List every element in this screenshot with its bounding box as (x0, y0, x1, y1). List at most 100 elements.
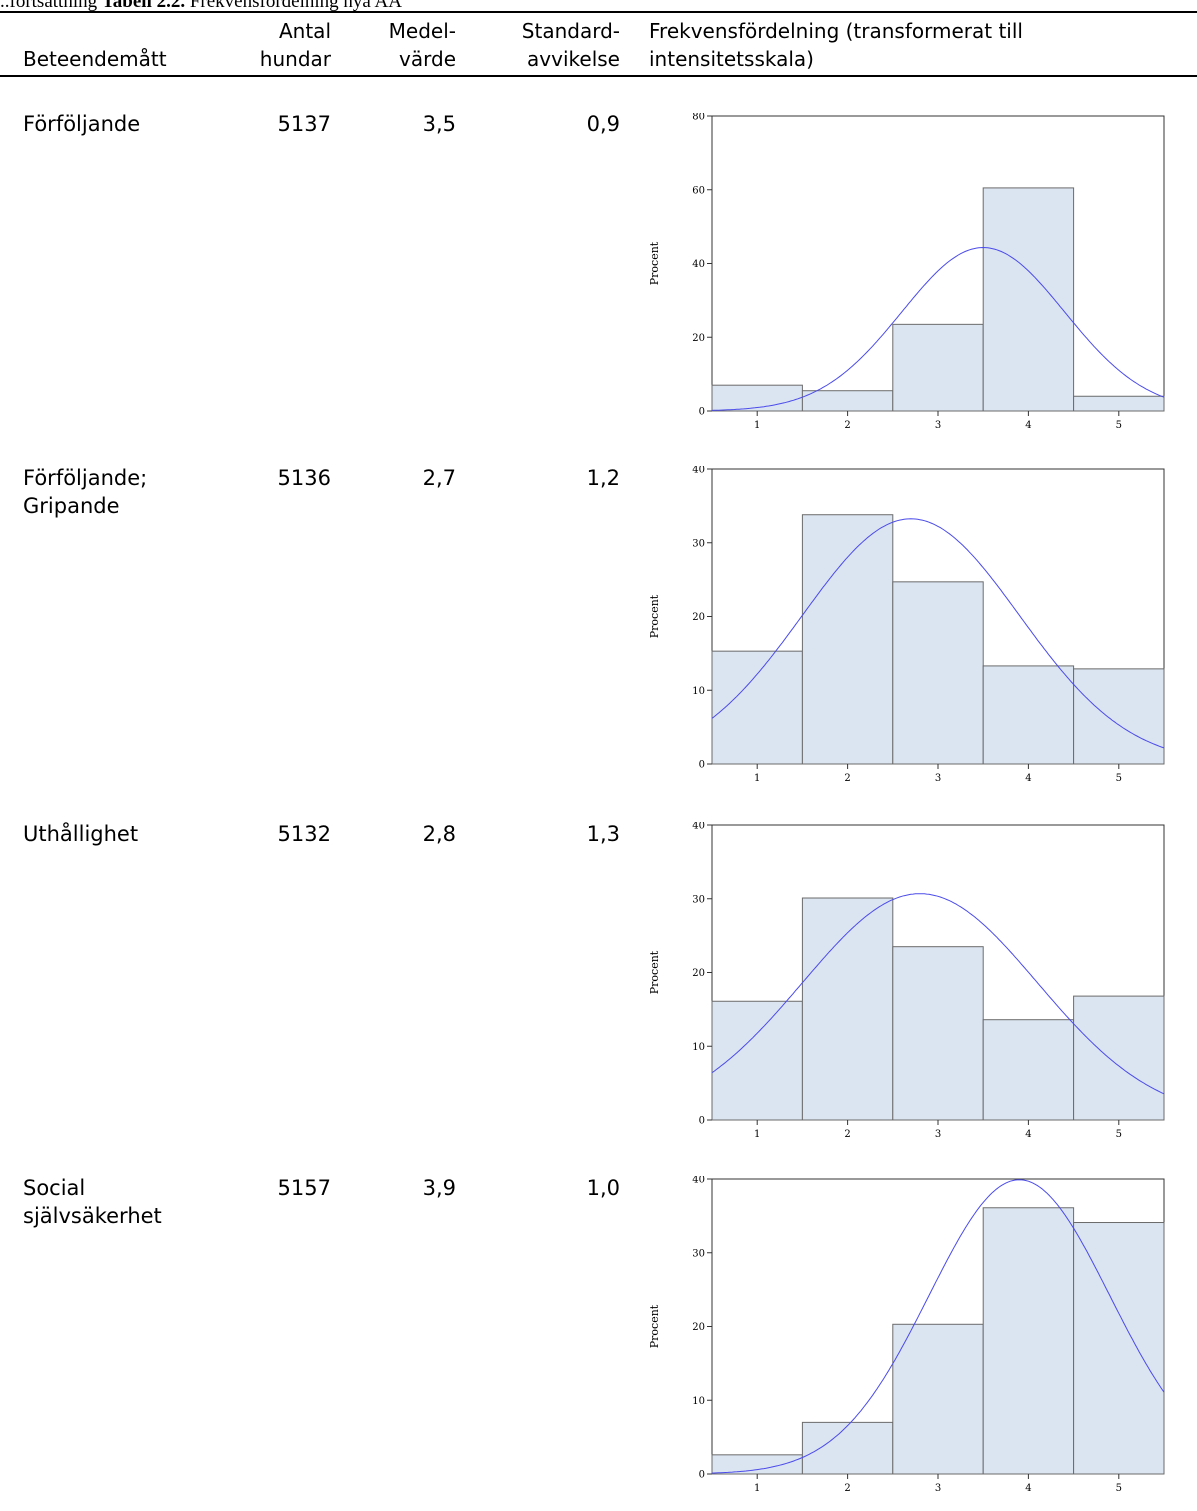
histogram-bar (982, 1207, 1075, 1475)
x-tick-label: 3 (935, 420, 941, 431)
header-mean-line1: Medel- (388, 19, 456, 43)
y-tick-label: 40 (692, 259, 705, 270)
x-tick-label: 3 (935, 773, 941, 784)
y-tick-label: 0 (699, 760, 705, 771)
histogram-svg: 0 10 20 30 40 1 2 3 4 5 Procent (648, 466, 1165, 784)
y-tick-label: 10 (692, 686, 705, 697)
x-tick-label: 4 (1025, 773, 1031, 784)
histogram-bar (711, 1000, 803, 1121)
histogram-bar (801, 390, 894, 412)
x-tick-label: 5 (1116, 420, 1122, 431)
y-axis-label: Procent (648, 1304, 661, 1348)
x-tick-label: 5 (1116, 1129, 1122, 1140)
x-tick-label: 2 (844, 773, 850, 784)
row-behaviour-name: Förföljande (23, 112, 141, 136)
top-rule (0, 11, 1197, 13)
histogram-bar (801, 1421, 894, 1475)
histogram-svg: 0 20 40 60 80 1 2 3 4 5 Procent (648, 113, 1165, 431)
caption-rest: Frekvensfördelning nya AA (185, 0, 402, 12)
caption-table-label: Tabell 2.2. (101, 0, 186, 12)
header-mean-line2: värde (399, 47, 456, 71)
header-rule (0, 75, 1197, 77)
y-tick-label: 40 (692, 1176, 705, 1186)
y-tick-label: 30 (692, 1248, 705, 1259)
y-tick-label: 40 (692, 822, 705, 832)
row-std-dev: 1,3 (586, 822, 620, 846)
x-tick-label: 4 (1025, 1483, 1031, 1494)
histogram-bar (711, 384, 803, 412)
caption-prefix: ..fortsättning (0, 0, 102, 12)
row-dog-count: 5132 (277, 822, 331, 846)
x-tick-label: 1 (754, 773, 760, 784)
row-mean: 2,8 (422, 822, 456, 846)
y-tick-label: 80 (692, 113, 705, 123)
row-behaviour-name-cont: självsäkerhet (23, 1204, 162, 1228)
x-tick-label: 4 (1025, 420, 1031, 431)
y-axis-label: Procent (648, 950, 661, 994)
row-std-dev: 1,0 (586, 1176, 620, 1200)
histogram-bar (711, 650, 803, 765)
histogram-bar (892, 946, 984, 1121)
histogram-svg: 0 10 20 30 40 1 2 3 4 5 Procent (648, 822, 1165, 1140)
histogram-bar (1073, 668, 1165, 765)
x-tick-label: 5 (1116, 1483, 1122, 1494)
row-std-dev: 1,2 (586, 466, 620, 490)
y-axis-label: Procent (648, 241, 661, 285)
normal-curve (711, 246, 1165, 411)
header-count-line2: hundar (259, 47, 331, 71)
histogram-bar (1073, 1222, 1165, 1475)
histogram-chart: 0 10 20 30 40 1 2 3 4 5 Procent (641, 1176, 1171, 1511)
row-behaviour-name: Uthållighet (23, 822, 139, 846)
histogram-bar (892, 323, 984, 412)
header-count-line1: Antal (278, 19, 331, 43)
header-sd-line1: Standard- (521, 19, 620, 43)
header-distribution-line1: Frekvensfördelning (transformerat till (649, 19, 1023, 43)
histogram-bar (801, 897, 894, 1121)
histogram-bar (801, 514, 894, 765)
normal-curve (711, 1179, 1165, 1474)
x-tick-label: 5 (1116, 773, 1122, 784)
histogram-chart: 0 10 20 30 40 1 2 3 4 5 Procent (641, 822, 1171, 1157)
histogram-bar (892, 1323, 984, 1475)
row-dog-count: 5157 (277, 1176, 331, 1200)
y-tick-label: 0 (699, 1116, 705, 1127)
row-mean: 3,5 (422, 112, 456, 136)
histogram-svg: 0 10 20 30 40 1 2 3 4 5 Procent (648, 1176, 1165, 1494)
histogram-bar (982, 1019, 1075, 1121)
row-mean: 3,9 (422, 1176, 456, 1200)
x-tick-label: 4 (1025, 1129, 1031, 1140)
normal-curve (711, 518, 1165, 749)
y-tick-label: 40 (692, 466, 705, 476)
y-tick-label: 10 (692, 1396, 705, 1407)
x-tick-label: 1 (754, 1129, 760, 1140)
header-behaviour: Beteendemått (23, 47, 167, 71)
row-behaviour-name: Social (23, 1176, 86, 1200)
row-dog-count: 5136 (277, 466, 331, 490)
x-tick-label: 2 (844, 1483, 850, 1494)
table-caption: ..fortsättning Tabell 2.2. Frekvensförde… (0, 0, 402, 13)
histogram-bar (982, 665, 1075, 765)
row-behaviour-name-cont: Gripande (23, 494, 120, 518)
y-tick-label: 10 (692, 1042, 705, 1053)
y-tick-label: 60 (692, 185, 705, 196)
x-tick-label: 2 (844, 1129, 850, 1140)
y-axis-label: Procent (648, 594, 661, 638)
y-tick-label: 20 (692, 1322, 705, 1333)
x-tick-label: 3 (935, 1129, 941, 1140)
histogram-bar (711, 1454, 803, 1475)
x-tick-label: 1 (754, 420, 760, 431)
normal-curve (711, 893, 1165, 1095)
row-std-dev: 0,9 (586, 112, 620, 136)
histogram-chart: 0 10 20 30 40 1 2 3 4 5 Procent (641, 466, 1171, 801)
x-tick-label: 3 (935, 1483, 941, 1494)
x-tick-label: 2 (844, 420, 850, 431)
y-tick-label: 0 (699, 407, 705, 418)
y-tick-label: 30 (692, 894, 705, 905)
row-dog-count: 5137 (277, 112, 331, 136)
header-distribution-line2: intensitetsskala) (649, 47, 814, 71)
histogram-chart: 0 20 40 60 80 1 2 3 4 5 Procent (641, 113, 1171, 448)
histogram-bar (892, 581, 984, 765)
x-tick-label: 1 (754, 1483, 760, 1494)
y-tick-label: 20 (692, 968, 705, 979)
y-tick-label: 0 (699, 1470, 705, 1481)
